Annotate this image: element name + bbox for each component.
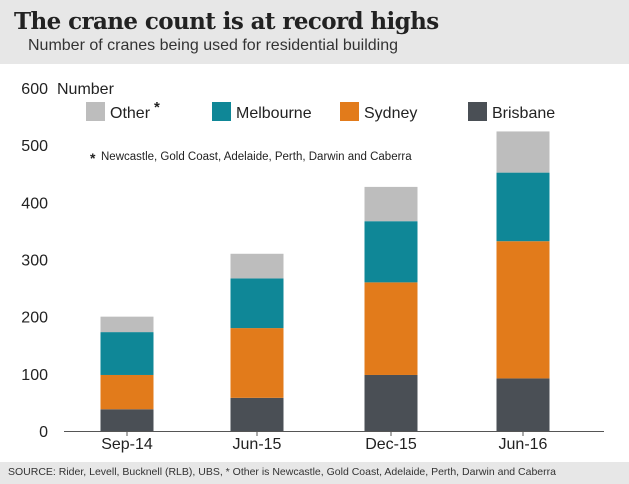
legend-swatch-brisbane bbox=[468, 102, 487, 121]
bar-segment-melbourne-dec-15 bbox=[364, 221, 418, 283]
y-tick-label: 0 bbox=[39, 424, 48, 441]
bar-segment-sydney-jun-15 bbox=[230, 328, 284, 398]
chart-subtitle: Number of cranes being used for resident… bbox=[28, 37, 398, 54]
x-tick-label: Sep-14 bbox=[101, 436, 153, 453]
footnote-asterisk: * bbox=[90, 150, 96, 166]
y-tick-label: 500 bbox=[21, 138, 48, 155]
bar-segment-brisbane-jun-15 bbox=[230, 397, 284, 431]
legend-swatch-sydney bbox=[340, 102, 359, 121]
y-tick-label: 400 bbox=[21, 195, 48, 212]
plot-area: 0 100 200 300 400 500 600 Number Sep-14 Jun-15 Dec… bbox=[0, 64, 629, 462]
bar-segment-brisbane-dec-15 bbox=[364, 374, 418, 431]
source-note: SOURCE: Rider, Levell, Bucknell (RLB), U… bbox=[8, 466, 556, 478]
x-tick-label: Jun-16 bbox=[499, 436, 548, 453]
y-tick-label: 600 bbox=[21, 81, 48, 98]
bar-segment-brisbane-jun-16 bbox=[496, 378, 550, 431]
footer-band bbox=[0, 462, 629, 484]
legend-swatch-melbourne bbox=[212, 102, 231, 121]
bar-segment-sydney-jun-16 bbox=[496, 241, 550, 379]
stacked-bar-chart: 0 100 200 300 400 500 600 Number Sep-14 Jun-15 Dec… bbox=[21, 81, 604, 453]
bar-segment-sydney-dec-15 bbox=[364, 282, 418, 375]
y-tick-label: 100 bbox=[21, 367, 48, 384]
legend-label-other: Other bbox=[110, 105, 151, 122]
bar-segment-melbourne-sep-14 bbox=[100, 332, 154, 375]
bar-segment-other-sep-14 bbox=[100, 316, 154, 333]
bar-segment-sydney-sep-14 bbox=[100, 374, 154, 410]
legend-label-sydney: Sydney bbox=[364, 105, 417, 122]
legend-label-melbourne: Melbourne bbox=[236, 105, 312, 122]
bar-segment-other-dec-15 bbox=[364, 186, 418, 222]
x-tick-label: Dec-15 bbox=[365, 436, 417, 453]
chart-title: The crane count is at record highs bbox=[14, 8, 439, 35]
bar-segment-other-jun-16 bbox=[496, 131, 550, 173]
y-axis-label: Number bbox=[57, 81, 115, 98]
bar-segment-brisbane-sep-14 bbox=[100, 409, 154, 431]
bar-segment-other-jun-15 bbox=[230, 253, 284, 279]
bar-segment-melbourne-jun-16 bbox=[496, 172, 550, 242]
legend-swatch-other bbox=[86, 102, 105, 121]
y-tick-label: 200 bbox=[21, 310, 48, 327]
legend-footnote: Newcastle, Gold Coast, Adelaide, Perth, … bbox=[101, 151, 412, 163]
legend-label-brisbane: Brisbane bbox=[492, 105, 555, 122]
header-band: The crane count is at record highs Numbe… bbox=[0, 0, 629, 64]
y-tick-label: 300 bbox=[21, 253, 48, 270]
bar-segment-melbourne-jun-15 bbox=[230, 278, 284, 329]
legend-other-asterisk: * bbox=[154, 99, 160, 116]
x-tick-label: Jun-15 bbox=[233, 436, 282, 453]
